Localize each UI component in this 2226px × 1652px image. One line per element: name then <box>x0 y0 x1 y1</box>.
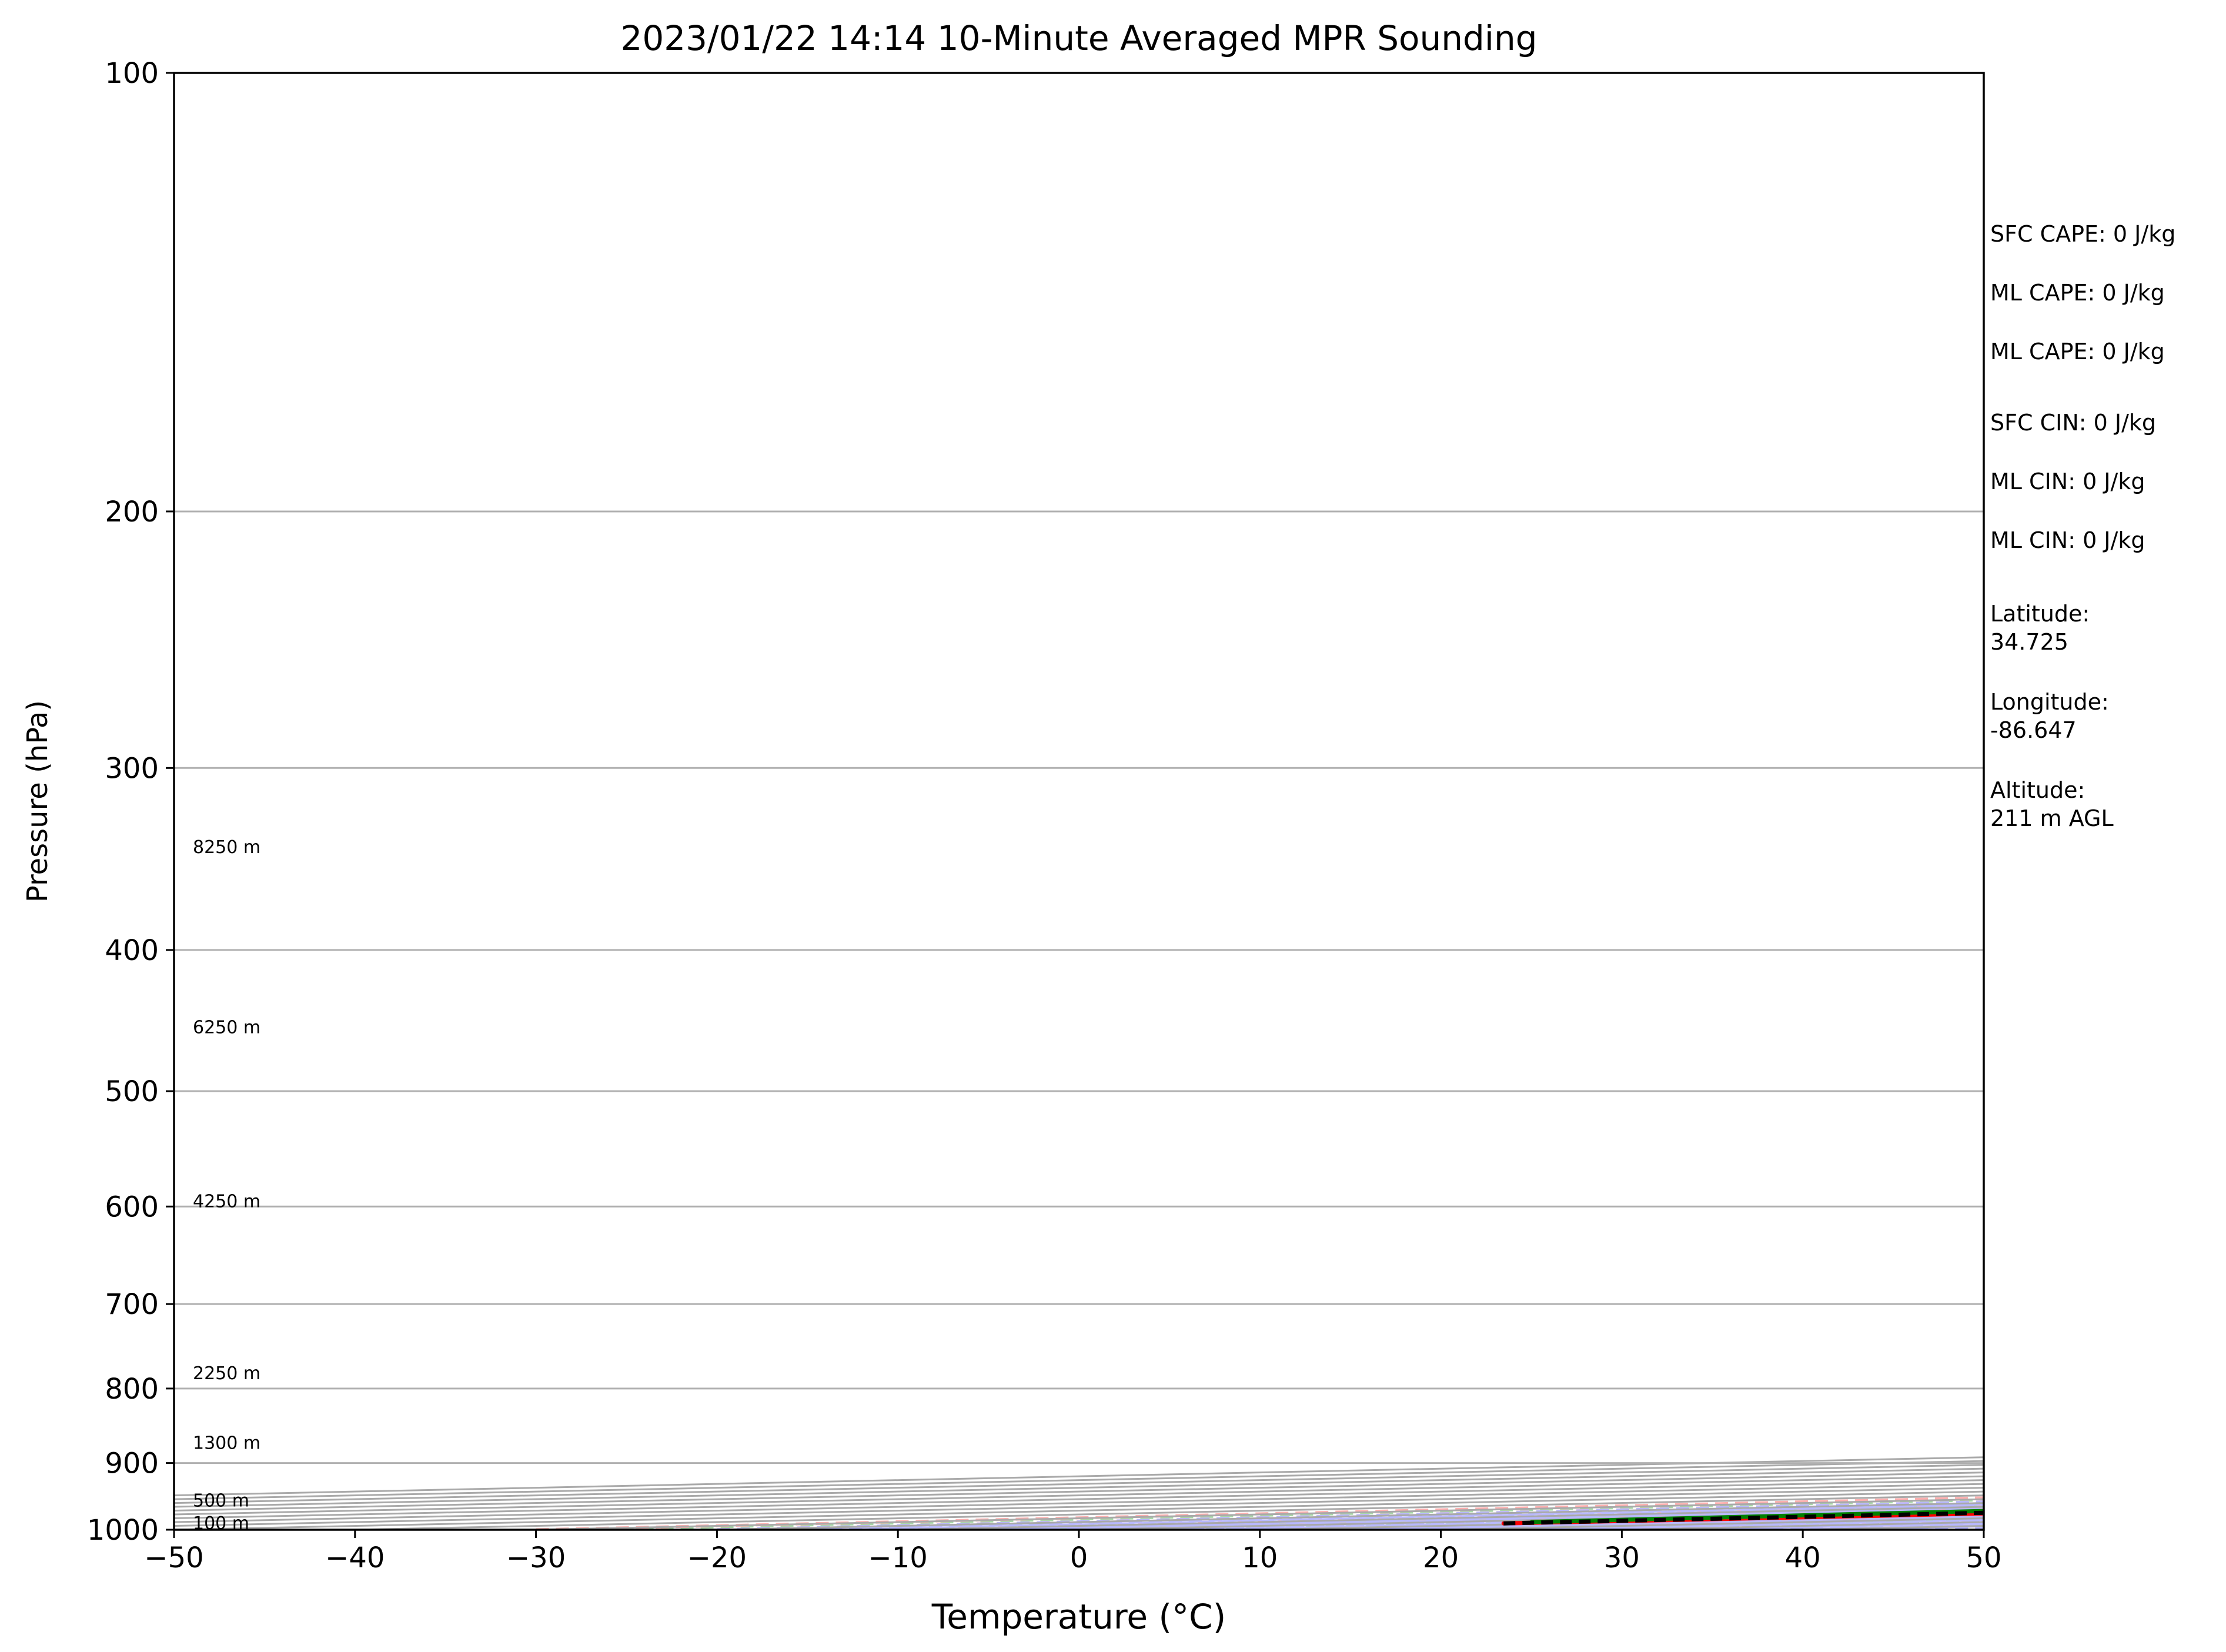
height-label: 6250 m <box>193 1017 260 1038</box>
height-label: 2250 m <box>193 1363 260 1384</box>
height-label: 8250 m <box>193 837 260 858</box>
y-axis-ticks: 100 200 300 400 500 600 700 800 900 1000 <box>87 57 174 1547</box>
x-tick-label: 20 <box>1423 1541 1459 1574</box>
altitude-text: Altitude: 211 m AGL <box>1990 777 2114 831</box>
y-tick-label: 400 <box>105 934 159 967</box>
y-tick-label: 200 <box>105 496 159 529</box>
y-tick-label: 100 <box>105 57 159 90</box>
y-axis-label: Pressure (hPa) <box>21 700 54 902</box>
x-tick-label: −50 <box>144 1541 203 1574</box>
y-tick-label: 900 <box>105 1447 159 1480</box>
sfc-cape-text: SFC CAPE: 0 J/kg <box>1990 221 2176 247</box>
x-tick-label: 40 <box>1785 1541 1821 1574</box>
ml-cin-text: ML CIN: 0 J/kg <box>1990 469 2145 494</box>
x-axis-ticks: −50 −40 −30 −20 −10 0 10 20 30 40 50 <box>144 1530 2002 1574</box>
y-tick-label: 600 <box>105 1190 159 1223</box>
x-tick-label: 10 <box>1242 1541 1278 1574</box>
y-tick-label: 1000 <box>87 1514 159 1547</box>
longitude-text: Longitude: -86.647 <box>1990 689 2109 743</box>
chart-title: 2023/01/22 14:14 10-Minute Averaged MPR … <box>620 18 1537 58</box>
latitude-text: Latitude: 34.725 <box>1990 601 2090 655</box>
x-tick-label: −40 <box>325 1541 385 1574</box>
height-label: 100 m <box>193 1513 249 1534</box>
y-tick-label: 800 <box>105 1373 159 1406</box>
x-axis-label: Temperature (°C) <box>931 1597 1226 1637</box>
height-label: 1300 m <box>193 1433 260 1454</box>
x-tick-label: −30 <box>506 1541 566 1574</box>
ml-cape-text: ML CAPE: 0 J/kg <box>1990 280 2165 306</box>
y-tick-label: 300 <box>105 752 159 785</box>
x-tick-label: −20 <box>687 1541 747 1574</box>
height-label: 4250 m <box>193 1191 260 1212</box>
ml-cin-text-2: ML CIN: 0 J/kg <box>1990 527 2145 553</box>
x-tick-label: 30 <box>1604 1541 1640 1574</box>
x-tick-label: 0 <box>1070 1541 1088 1574</box>
pressure-gridlines <box>174 73 1984 1530</box>
ml-cape-text-2: ML CAPE: 0 J/kg <box>1990 339 2165 364</box>
x-tick-label: 50 <box>1966 1541 2001 1574</box>
y-tick-label: 500 <box>105 1075 159 1108</box>
height-label: 500 m <box>193 1490 249 1511</box>
x-tick-label: −10 <box>868 1541 928 1574</box>
y-tick-label: 700 <box>105 1288 159 1321</box>
sfc-cin-text: SFC CIN: 0 J/kg <box>1990 410 2157 436</box>
